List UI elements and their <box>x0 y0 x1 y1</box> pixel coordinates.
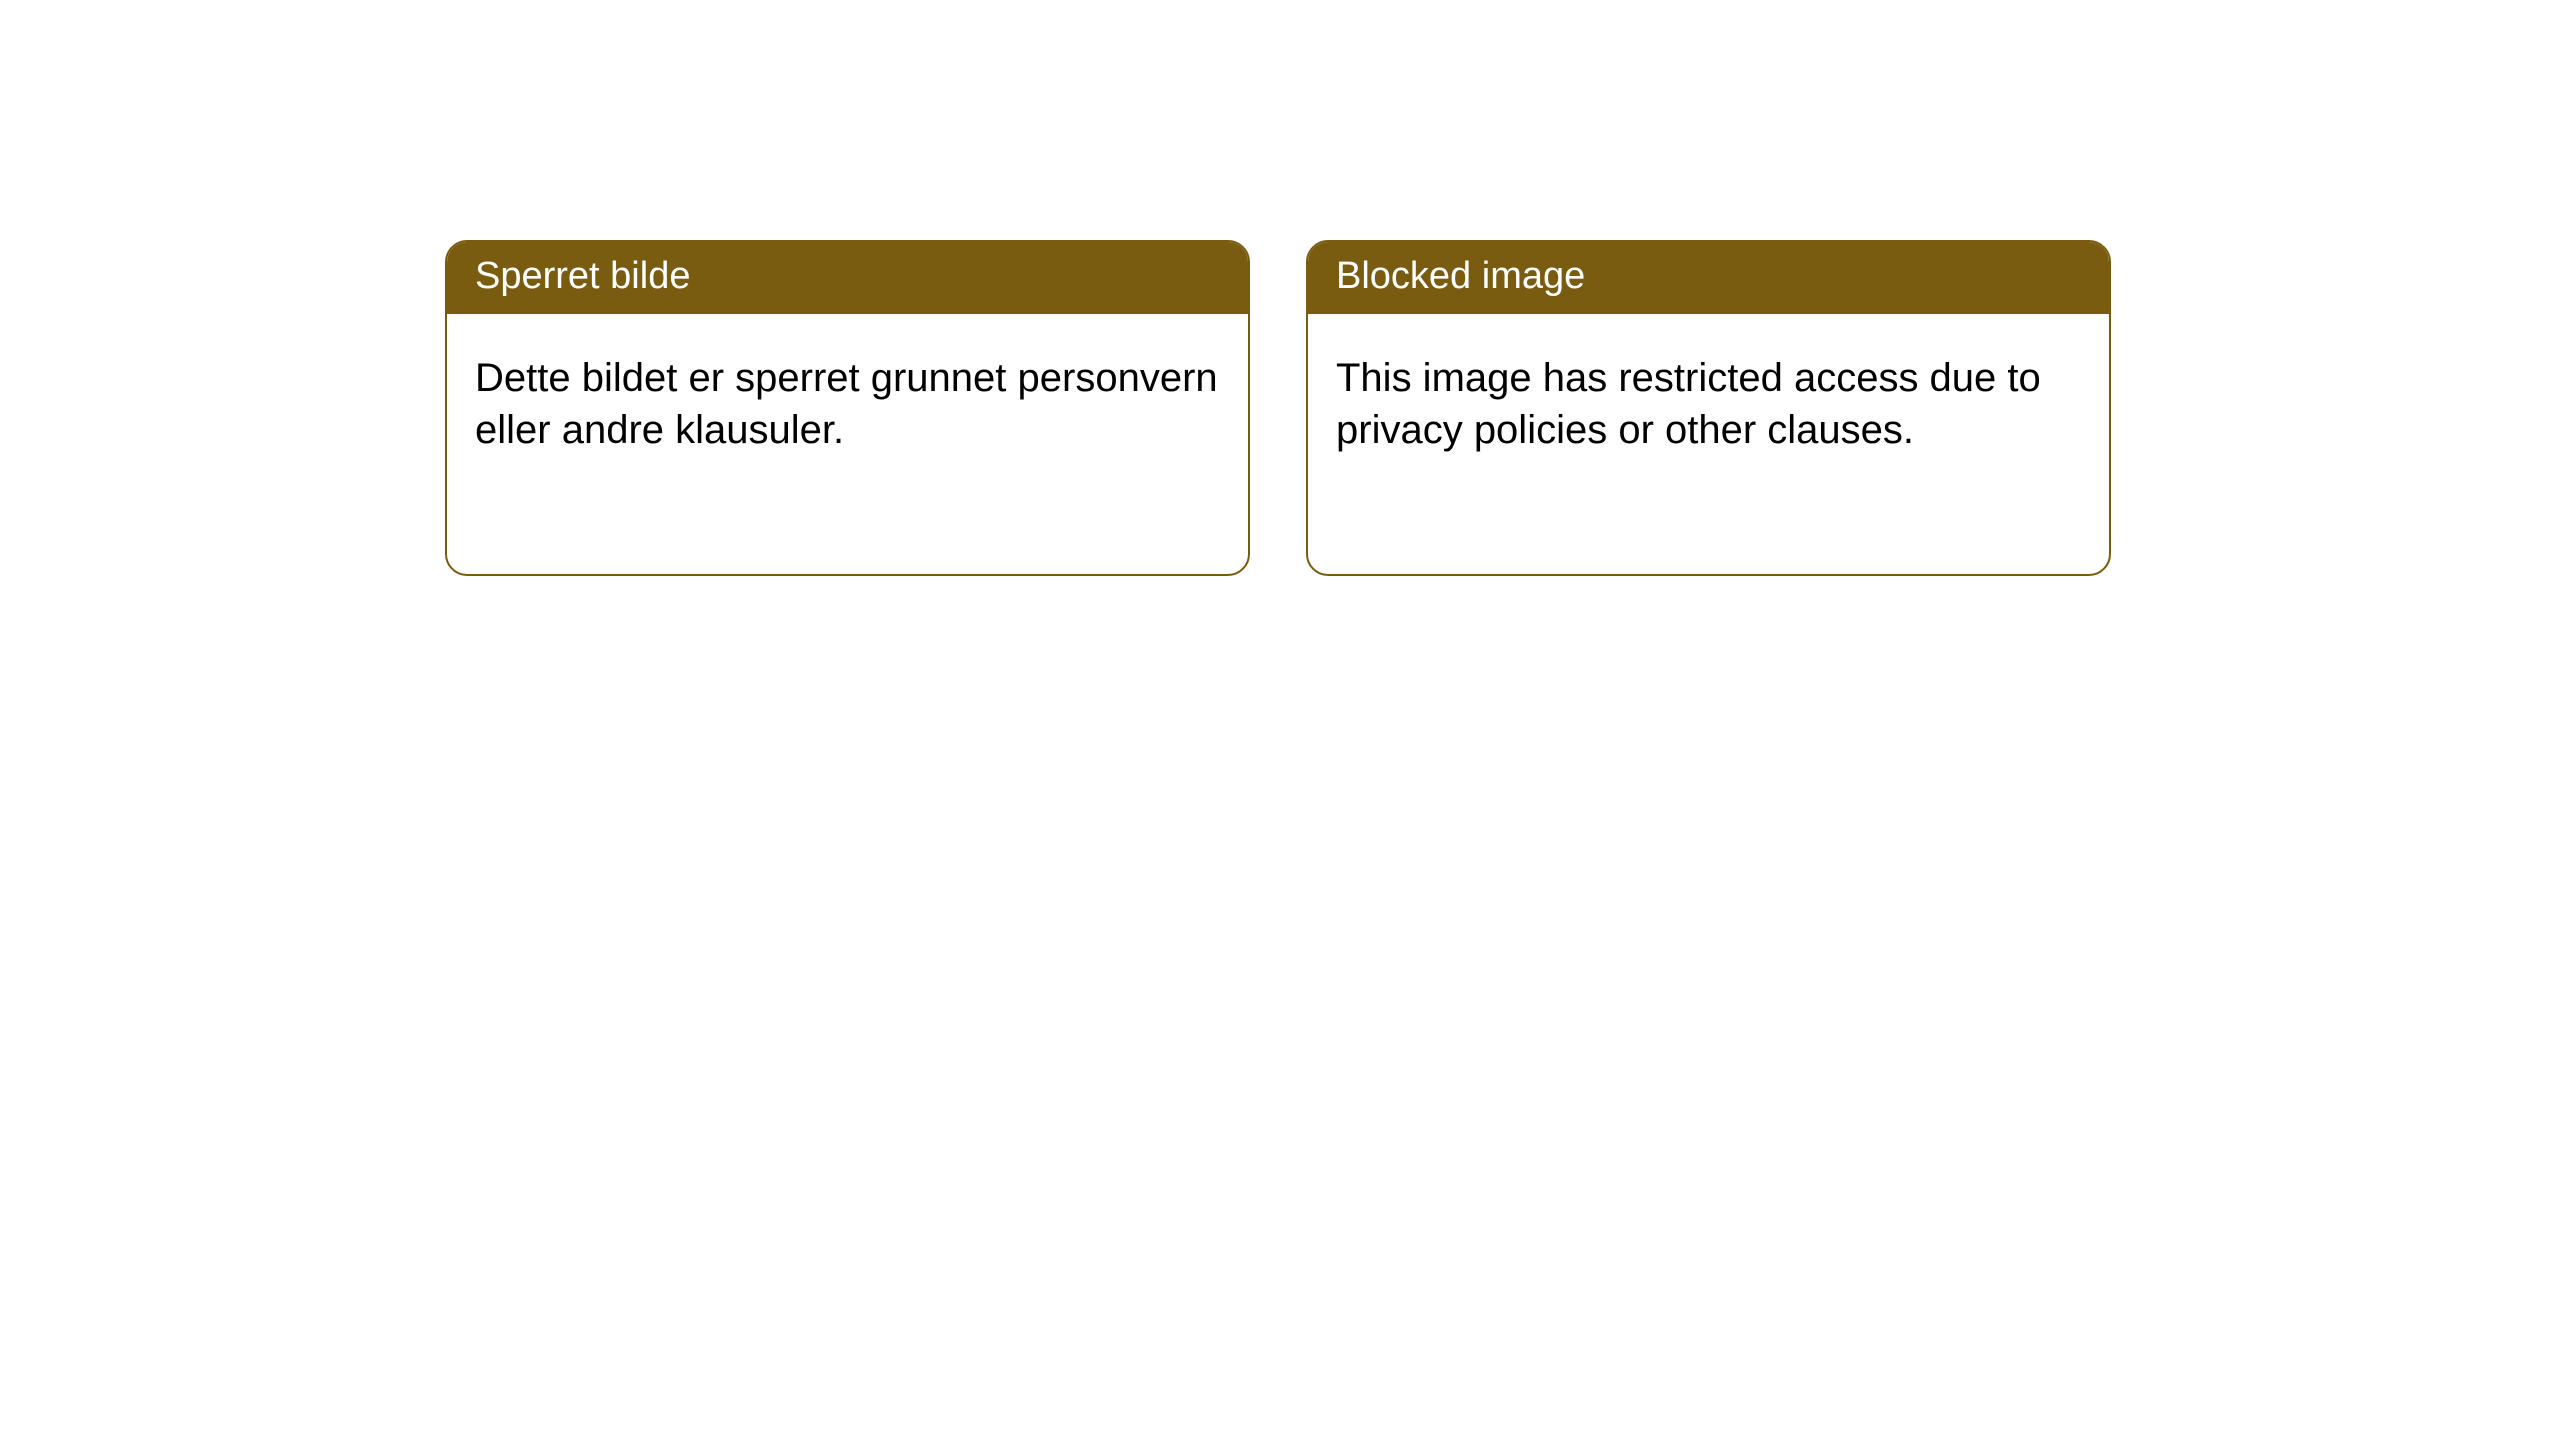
cards-container: Sperret bilde Dette bildet er sperret gr… <box>445 240 2111 576</box>
card-header-en: Blocked image <box>1308 242 2109 314</box>
card-body-en: This image has restricted access due to … <box>1308 314 2109 484</box>
card-header-no: Sperret bilde <box>447 242 1248 314</box>
blocked-image-card-en: Blocked image This image has restricted … <box>1306 240 2111 576</box>
blocked-image-card-no: Sperret bilde Dette bildet er sperret gr… <box>445 240 1250 576</box>
card-body-no: Dette bildet er sperret grunnet personve… <box>447 314 1248 484</box>
